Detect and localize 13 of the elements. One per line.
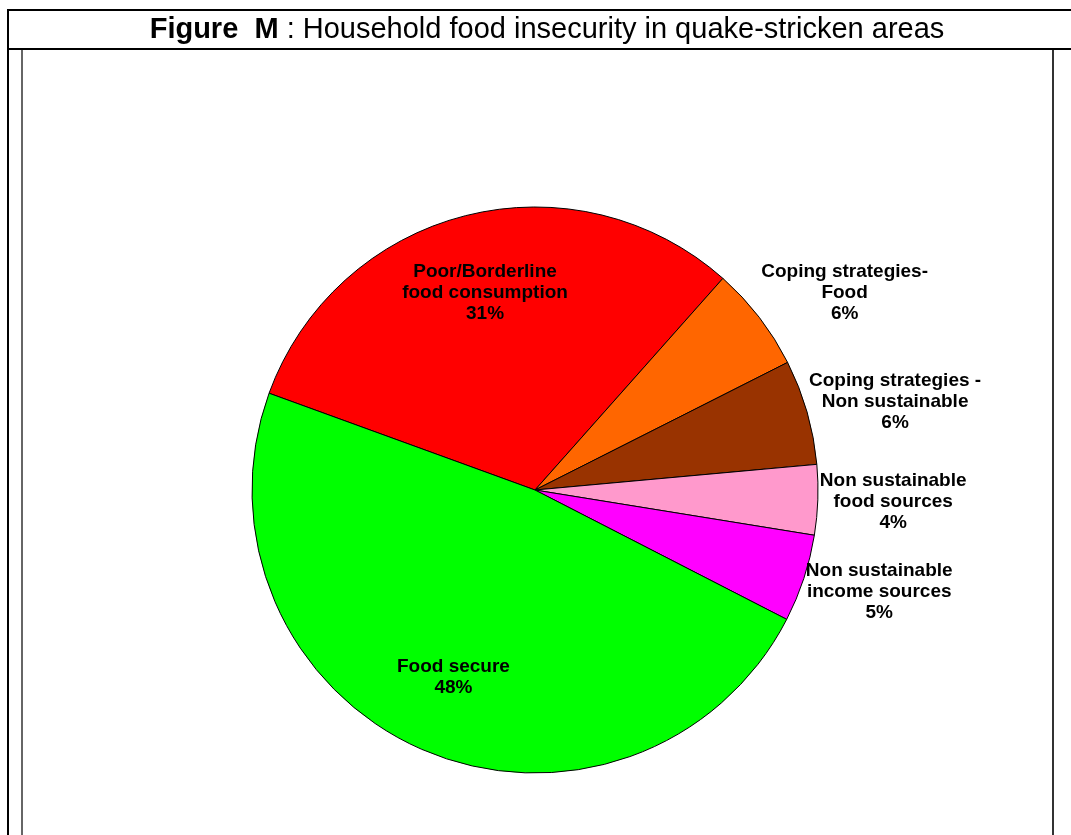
slice-label: Poor/Borderline food consumption [402, 260, 568, 303]
data-label: 48% [434, 676, 473, 698]
slice-label: Coping strategies - Non sustainable [809, 368, 982, 411]
slice-label: Coping strategies- Food [761, 260, 929, 303]
data-label: 6% [830, 302, 859, 324]
slice-label: Non sustainable food sources [819, 469, 967, 512]
slice-label: Non sustainable income sources [805, 559, 953, 602]
data-label: 31% [466, 302, 505, 324]
slice-label: Food secure [396, 655, 510, 677]
chart-title: Figure M : Household food insecurity in quake-stricken areas [148, 12, 946, 45]
data-label: 4% [879, 511, 908, 533]
data-label: 6% [881, 410, 909, 432]
data-label: 5% [865, 601, 894, 623]
